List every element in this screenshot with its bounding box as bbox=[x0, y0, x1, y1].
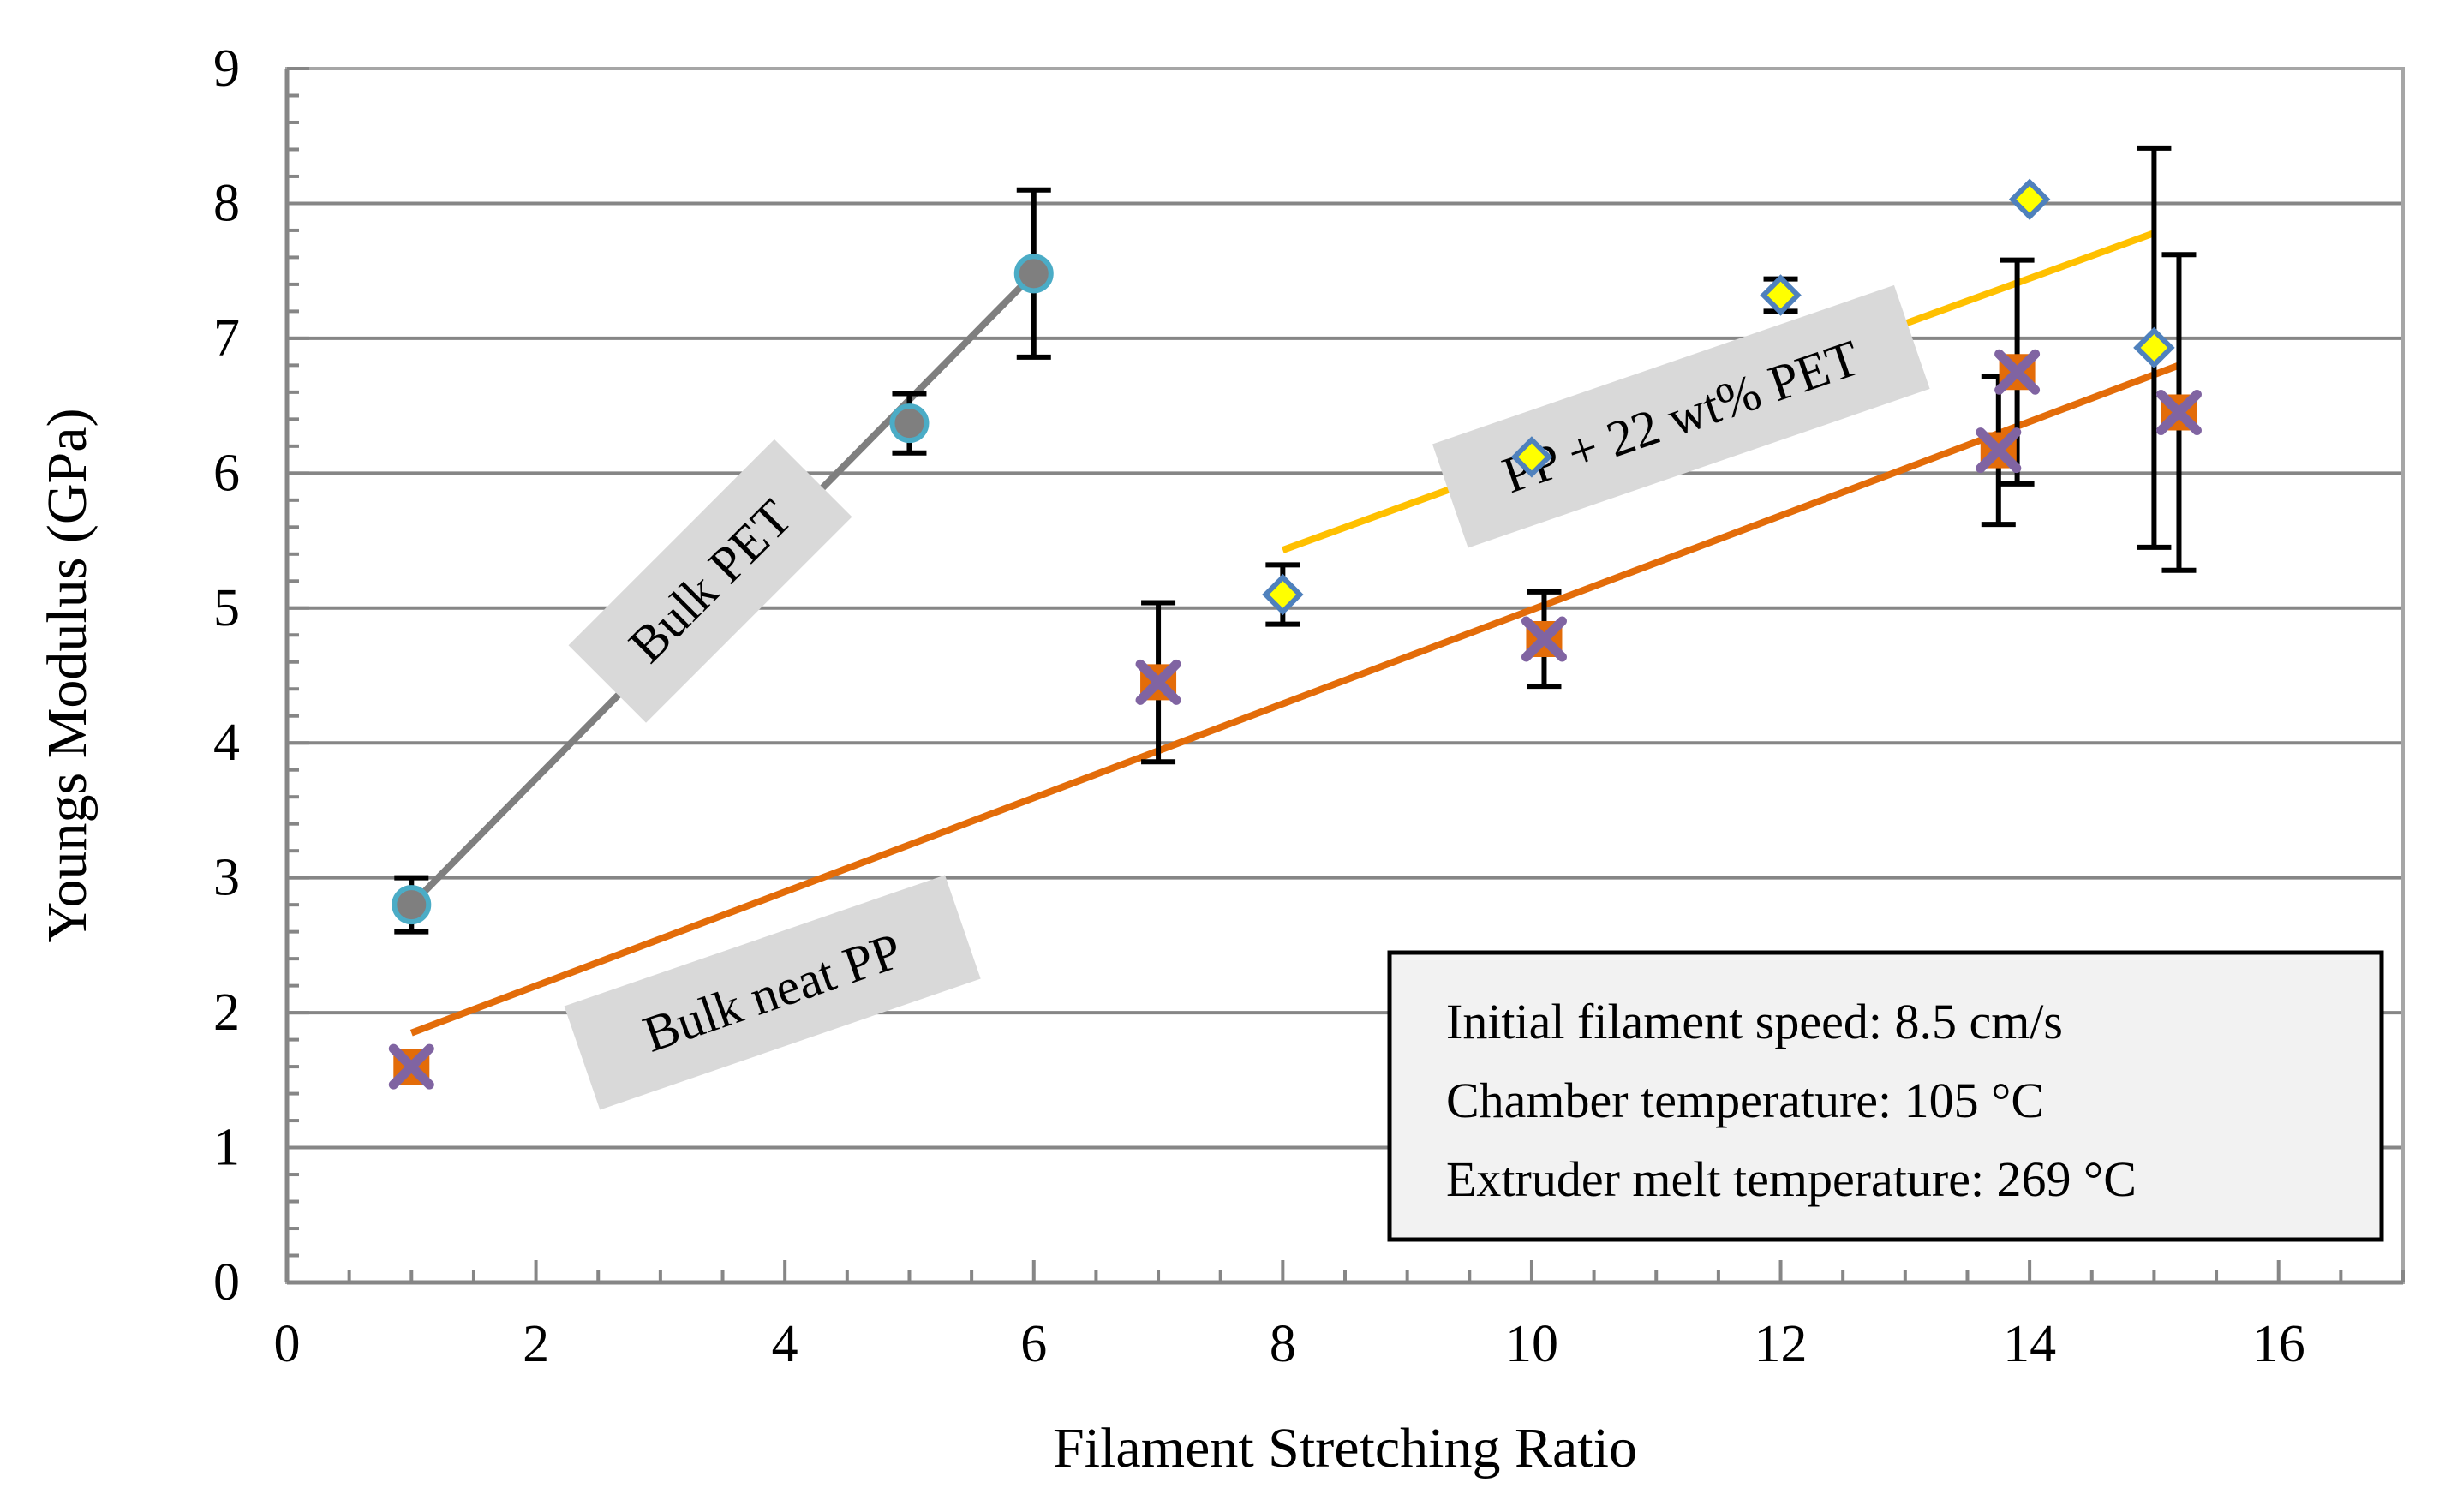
x-tick-label: 6 bbox=[1020, 1315, 1047, 1373]
x-tick-label: 10 bbox=[1505, 1315, 1558, 1373]
y-tick-label: 3 bbox=[213, 849, 240, 907]
data-point-pp-pet bbox=[1760, 274, 1802, 316]
info-box-line: Chamber temperature: 105 °C bbox=[1446, 1073, 2044, 1128]
marker-cross bbox=[1976, 427, 2022, 474]
data-point-bulk-pet bbox=[392, 885, 432, 925]
x-tick-label: 12 bbox=[1755, 1315, 1808, 1373]
marker-cross bbox=[1135, 659, 1181, 705]
x-axis-title: Filament Stretching Ratio bbox=[1053, 1417, 1637, 1479]
data-point-pp-pet bbox=[2133, 326, 2175, 369]
y-axis-title: Youngs Modulus (GPa) bbox=[36, 408, 99, 942]
annotation-box bbox=[568, 439, 852, 723]
marker-cross bbox=[1994, 349, 2041, 395]
info-box-line: Extruder melt temperature: 269 °C bbox=[1446, 1151, 2137, 1207]
data-point-neat-pp bbox=[1135, 659, 1181, 705]
annotation-box bbox=[564, 875, 981, 1110]
y-tick-label: 5 bbox=[213, 579, 240, 637]
data-point-pp-pet bbox=[1262, 573, 1304, 616]
y-tick-label: 4 bbox=[213, 714, 240, 772]
x-tick-label: 14 bbox=[2003, 1315, 2056, 1373]
y-tick-label: 9 bbox=[213, 39, 240, 98]
x-tick-label: 16 bbox=[2252, 1315, 2305, 1373]
x-tick-label: 8 bbox=[1270, 1315, 1296, 1373]
data-point-pp-pet bbox=[2008, 178, 2051, 220]
info-box: Initial filament speed: 8.5 cm/s Chamber … bbox=[1387, 950, 2384, 1242]
y-tick-label: 8 bbox=[213, 174, 240, 232]
data-point-neat-pp bbox=[1976, 427, 2022, 474]
data-point-neat-pp bbox=[2155, 389, 2202, 435]
y-tick-label: 2 bbox=[213, 983, 240, 1042]
data-point-bulk-pet bbox=[889, 403, 930, 444]
x-tick-label: 4 bbox=[772, 1315, 798, 1373]
marker-cross bbox=[1521, 616, 1567, 662]
annotation-box bbox=[1432, 284, 1930, 548]
trendline bbox=[409, 362, 2180, 1037]
data-point-neat-pp bbox=[388, 1043, 434, 1090]
x-tick-label: 0 bbox=[274, 1315, 301, 1373]
data-point-pp-pet bbox=[1510, 436, 1553, 478]
y-tick-label: 1 bbox=[213, 1119, 240, 1177]
y-tick-label: 7 bbox=[213, 309, 240, 368]
data-point-bulk-pet bbox=[1013, 254, 1054, 294]
info-box-line: Initial filament speed: 8.5 cm/s bbox=[1446, 994, 2063, 1049]
marker-cross bbox=[388, 1043, 434, 1090]
marker-cross bbox=[2155, 389, 2202, 435]
axes bbox=[284, 67, 2405, 1285]
data-point-neat-pp bbox=[1994, 349, 2041, 395]
y-tick-label: 6 bbox=[213, 444, 240, 502]
data-point-neat-pp bbox=[1521, 616, 1567, 662]
info-box-frame bbox=[1387, 950, 2384, 1242]
data-markers bbox=[388, 178, 2202, 1090]
y-tick-label: 0 bbox=[213, 1253, 240, 1312]
x-tick-label: 2 bbox=[523, 1315, 549, 1373]
